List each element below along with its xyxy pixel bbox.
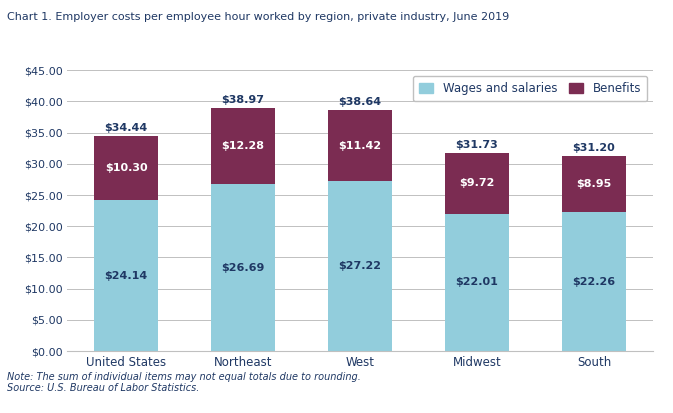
Legend: Wages and salaries, Benefits: Wages and salaries, Benefits [413, 76, 647, 101]
Text: $27.22: $27.22 [339, 261, 382, 271]
Text: Chart 1. Employer costs per employee hour worked by region, private industry, Ju: Chart 1. Employer costs per employee hou… [7, 12, 509, 22]
Text: $10.30: $10.30 [105, 163, 147, 173]
Text: $31.20: $31.20 [573, 143, 615, 153]
Bar [445, 153, 509, 214]
Text: $31.73: $31.73 [456, 140, 499, 150]
Bar [94, 136, 158, 200]
Text: $8.95: $8.95 [576, 179, 612, 189]
Text: $22.26: $22.26 [573, 277, 616, 287]
Bar [562, 212, 626, 351]
Text: $12.28: $12.28 [221, 141, 264, 151]
Text: $26.69: $26.69 [221, 263, 264, 273]
Bar [328, 110, 392, 181]
Bar [562, 156, 626, 212]
Text: Note: The sum of individual items may not equal totals due to rounding.
Source: : Note: The sum of individual items may no… [7, 372, 361, 393]
Bar [211, 185, 275, 351]
Bar [445, 214, 509, 351]
Bar [211, 108, 275, 185]
Text: $38.97: $38.97 [221, 95, 264, 105]
Text: $34.44: $34.44 [104, 123, 147, 133]
Bar [328, 181, 392, 351]
Text: $9.72: $9.72 [460, 178, 495, 188]
Text: $24.14: $24.14 [104, 271, 147, 281]
Text: $11.42: $11.42 [339, 140, 382, 150]
Bar [94, 200, 158, 351]
Text: $38.64: $38.64 [339, 97, 382, 107]
Text: $22.01: $22.01 [456, 278, 499, 287]
